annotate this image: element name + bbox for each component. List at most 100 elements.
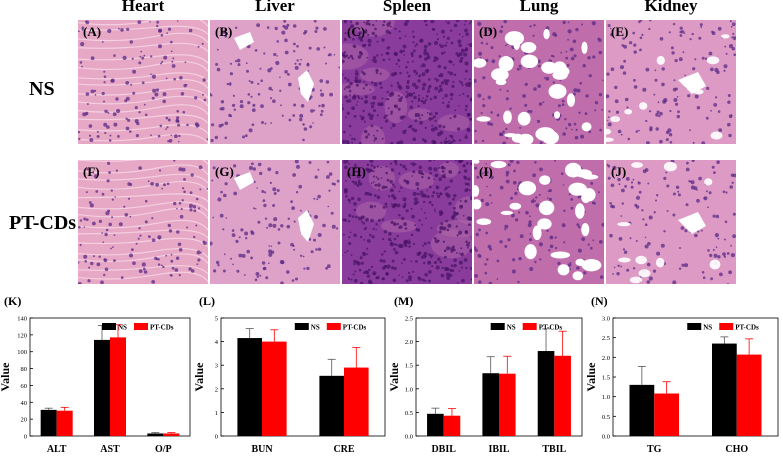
histology-image	[342, 160, 472, 284]
y-tick-label: 3.0	[602, 316, 610, 323]
x-tick-label: O/P	[155, 444, 172, 455]
panel-label: (E)	[611, 24, 629, 39]
panel-label: (I)	[479, 164, 493, 179]
bar-ns	[319, 375, 344, 436]
chart-panel-label: (K)	[4, 294, 21, 308]
bar-ptcds	[56, 410, 73, 436]
histology-panel-liver-ns: (B)	[210, 20, 340, 144]
y-tick-label: 20	[21, 417, 28, 424]
bar-ptcds	[110, 337, 126, 436]
y-tick-label: 0.5	[405, 410, 413, 417]
bar-ns	[40, 409, 57, 436]
x-tick-label: BUN	[251, 444, 273, 455]
histology-image	[474, 20, 604, 144]
y-tick-label: 2.5	[405, 316, 413, 323]
panel-label: (G)	[215, 164, 234, 179]
histology-panel-heart-ptcds: (F)	[78, 160, 208, 284]
legend-swatch	[522, 323, 537, 330]
panel-label: (A)	[83, 24, 102, 39]
bar-ns	[482, 373, 499, 436]
y-tick-label: 80	[21, 366, 28, 373]
y-tick-label: 2.0	[602, 355, 610, 362]
column-title-heart: Heart	[121, 0, 165, 15]
y-tick-label: 120	[17, 332, 27, 339]
y-tick-label: 2	[215, 386, 218, 393]
histology-panel-spleen-ns: (C)	[342, 20, 472, 144]
legend-label: PT-CDs	[735, 324, 759, 332]
panel-label: (C)	[347, 24, 366, 39]
bar-chart-l: (L) Value 0 1 2 3 4 5 BUN CRE NS PT-CDs	[192, 294, 390, 464]
legend-swatch	[490, 323, 505, 330]
histology-panel-lung-ptcds: (I)	[474, 160, 604, 284]
panel-label: (H)	[347, 164, 366, 179]
y-axis-label: Value	[0, 362, 12, 392]
x-tick-label: IBIL	[488, 444, 509, 455]
legend-label: NS	[118, 324, 127, 332]
bar-ns	[537, 351, 555, 436]
histology-panel-liver-ptcds: (G)	[210, 160, 340, 284]
legend-swatch	[102, 323, 116, 330]
y-tick-label: 5	[215, 316, 218, 323]
y-tick-label: 2.5	[602, 335, 610, 342]
bar-ns	[712, 343, 737, 436]
bar-ptcds	[736, 354, 762, 436]
legend-label: NS	[507, 324, 516, 332]
panel-label: (J)	[611, 164, 627, 179]
plot-frame	[220, 317, 386, 437]
column-title-spleen: Spleen	[382, 0, 432, 15]
chart-panel-label: (M)	[394, 294, 413, 308]
panel-label: (B)	[215, 24, 233, 39]
y-tick-label: 1.0	[405, 386, 413, 393]
histology-image	[606, 20, 736, 144]
y-tick-label: 1.5	[602, 375, 610, 382]
bar-ns	[94, 339, 110, 436]
y-tick-label: 4	[215, 339, 219, 346]
histology-panel-heart-ns: (A)	[78, 20, 208, 144]
x-tick-label: DBIL	[431, 444, 456, 455]
y-axis-label: Value	[387, 362, 401, 392]
y-tick-label: 0	[24, 434, 27, 441]
legend-label: NS	[311, 324, 320, 332]
y-tick-label: 0.0	[405, 434, 413, 441]
y-axis-label: Value	[584, 362, 598, 392]
y-tick-label: 1.0	[602, 394, 610, 401]
chart-panel-label: (L)	[199, 294, 215, 308]
bar-ptcds	[499, 373, 516, 436]
y-tick-label: 0.5	[602, 414, 610, 421]
y-tick-label: 60	[21, 383, 28, 390]
legend-swatch	[294, 323, 309, 330]
bar-ptcds	[554, 355, 571, 436]
legend-label: PT-CDs	[539, 324, 563, 332]
bar-chart-k: (K) Value 0 20 40 60 80 100 120 140 ALT AST O/P NS PT-…	[0, 294, 195, 464]
histology-panel-spleen-ptcds: (H)	[342, 160, 472, 284]
legend-label: PT-CDs	[150, 324, 174, 332]
chart-svg: (M) Value 0.0 0.5 1.0 1.5 2.0 2.5 DBIL IBIL TBIL NS…	[387, 294, 583, 455]
bar-ns	[629, 384, 655, 436]
column-title-liver: Liver	[255, 0, 295, 15]
histology-image	[78, 160, 208, 284]
legend-swatch	[134, 323, 148, 330]
x-tick-label: TBIL	[542, 444, 566, 455]
row-label-pt-cds: PT-CDs	[9, 212, 77, 234]
bar-ns	[427, 413, 444, 436]
histology-image	[342, 20, 472, 144]
panel-label: (F)	[83, 164, 100, 179]
x-tick-label: CRE	[333, 444, 354, 455]
x-tick-label: CHO	[725, 444, 748, 455]
y-tick-label: 0.0	[602, 434, 610, 441]
y-axis-label: Value	[192, 362, 206, 392]
chart-svg: (L) Value 0 1 2 3 4 5 BUN CRE NS PT-CDs	[192, 294, 386, 455]
histology-image	[210, 160, 340, 284]
bar-ns	[237, 338, 262, 436]
y-tick-label: 1	[215, 410, 218, 417]
x-tick-label: TG	[647, 444, 662, 455]
bar-ptcds	[443, 415, 461, 436]
y-tick-label: 1.5	[405, 363, 413, 370]
y-tick-label: 100	[17, 349, 27, 356]
legend-label: PT-CDs	[343, 324, 367, 332]
y-tick-label: 40	[21, 400, 28, 407]
bar-ns	[147, 433, 164, 436]
chart-svg: (K) Value 0 20 40 60 80 100 120 140 ALT AST O/P NS PT-…	[0, 294, 191, 455]
column-title-lung: Lung	[519, 0, 559, 15]
bar-ptcds	[163, 433, 180, 436]
